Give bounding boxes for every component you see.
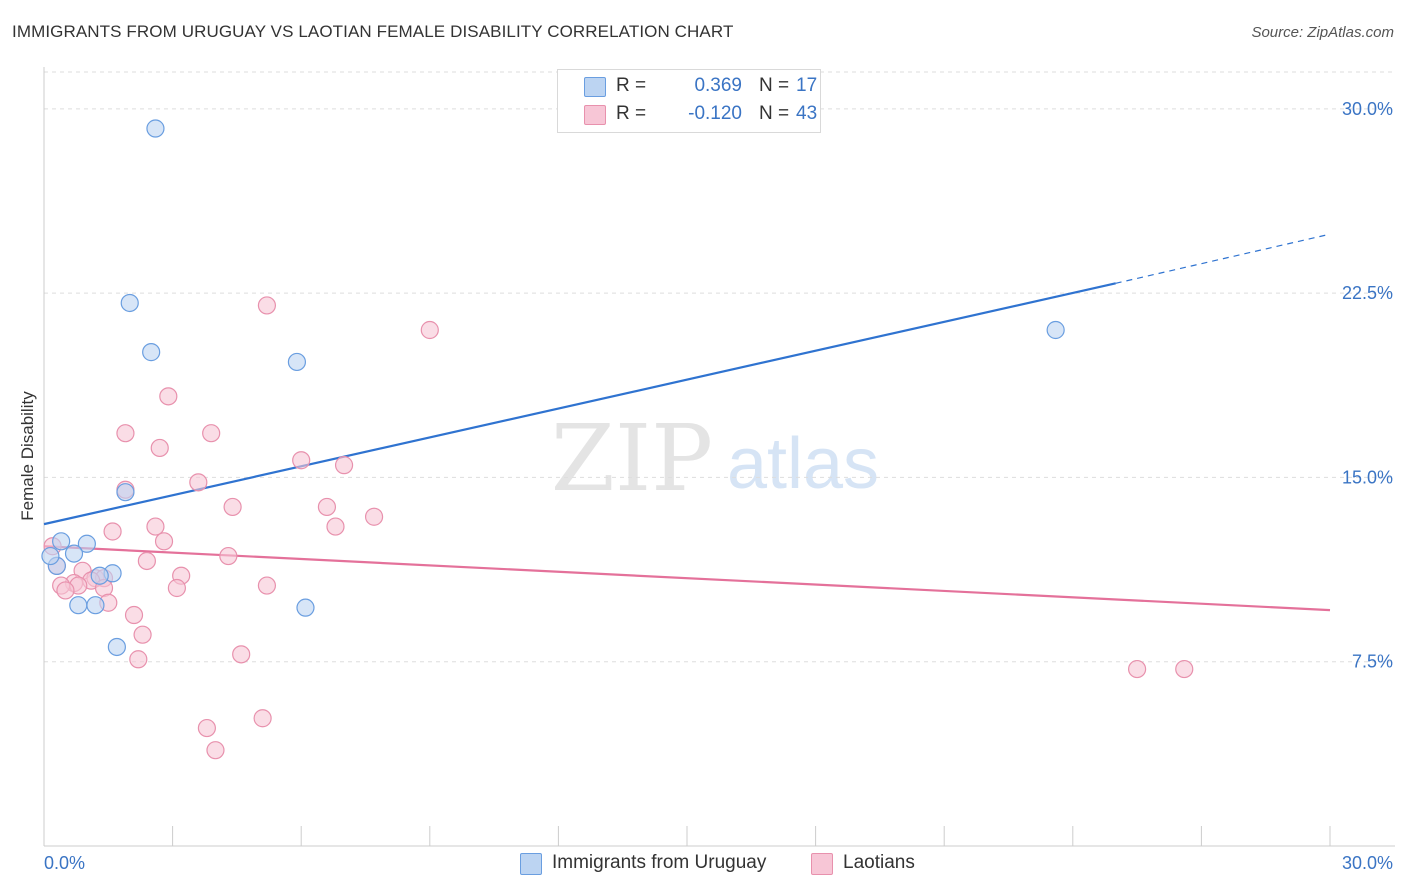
legend-r-value: 0.369 (694, 75, 742, 96)
legend-n-value: 17 (796, 75, 818, 96)
laotian-point[interactable] (202, 424, 221, 443)
laotian-point[interactable] (129, 650, 148, 669)
laotian-point[interactable] (1127, 659, 1147, 679)
uruguay-point[interactable] (1046, 320, 1065, 340)
laotian-point[interactable] (206, 741, 225, 760)
uruguay-point[interactable] (107, 637, 126, 657)
uruguay-point[interactable] (41, 546, 60, 566)
laotian-point[interactable] (189, 473, 208, 492)
x-tick-label: 30.0% (1342, 853, 1393, 873)
laotian-point[interactable] (56, 581, 75, 600)
y-tick-label: 30.0% (1342, 99, 1393, 119)
laotian-point[interactable] (232, 645, 251, 664)
x-tick-label: 0.0% (44, 853, 85, 873)
laotian-point[interactable] (150, 438, 169, 458)
laotian-point[interactable] (364, 507, 384, 526)
laotian-point[interactable] (154, 532, 174, 551)
y-axis-title: Female Disability (18, 391, 37, 521)
chart-title: IMMIGRANTS FROM URUGUAY VS LAOTIAN FEMAL… (12, 22, 734, 41)
uruguay-trend-extension (1115, 233, 1331, 284)
uruguay-point[interactable] (142, 343, 161, 362)
laotian-point[interactable] (223, 497, 242, 517)
uruguay-point[interactable] (64, 544, 84, 563)
legend-n-label: N = (759, 75, 790, 96)
laotian-point[interactable] (257, 296, 277, 315)
uruguay-point[interactable] (296, 598, 315, 617)
uruguay-point[interactable] (52, 532, 71, 551)
legend-swatch-blue (520, 853, 542, 875)
legend-swatch-blue (584, 77, 606, 97)
laotian-point[interactable] (326, 517, 345, 536)
legend-r-value: -0.120 (688, 103, 742, 124)
stats-legend: R = 0.369 N = 17 R = -0.120 N = 43 (557, 69, 821, 133)
uruguay-point[interactable] (77, 534, 96, 553)
legend-r-label: R = (616, 103, 647, 124)
laotian-point[interactable] (137, 551, 156, 571)
laotian-point[interactable] (103, 522, 122, 541)
uruguay-point[interactable] (90, 566, 109, 585)
laotian-point[interactable] (334, 456, 354, 475)
bottom-legend-label: Immigrants from Uruguay (552, 852, 767, 873)
uruguay-point[interactable] (146, 119, 165, 138)
uruguay-point[interactable] (69, 596, 88, 615)
legend-n-label: N = (759, 103, 790, 124)
chart-source: Source: ZipAtlas.com (1251, 24, 1394, 41)
laotian-point[interactable] (124, 605, 144, 625)
y-tick-label: 22.5% (1342, 283, 1393, 303)
y-tick-label: 7.5% (1352, 652, 1393, 672)
bottom-legend-label: Laotians (843, 852, 915, 873)
laotian-point[interactable] (116, 424, 135, 443)
laotian-point[interactable] (133, 625, 152, 644)
legend-swatch-pink (811, 853, 833, 875)
watermark: ZIP atlas (551, 405, 879, 512)
laotian-point[interactable] (146, 517, 165, 536)
watermark-zip: ZIP (551, 405, 713, 512)
laotian-point[interactable] (253, 709, 272, 728)
laotian-point[interactable] (197, 718, 216, 738)
laotian-point[interactable] (167, 578, 186, 598)
uruguay-point[interactable] (86, 596, 105, 615)
laotian-point[interactable] (1175, 659, 1194, 679)
laotian-point[interactable] (317, 497, 337, 517)
uruguay-point[interactable] (120, 293, 139, 313)
y-tick-label: 15.0% (1342, 467, 1393, 487)
legend-n-value: 43 (796, 103, 818, 124)
laotian-point[interactable] (292, 451, 311, 470)
laotian-point[interactable] (159, 387, 178, 406)
uruguay-point[interactable] (116, 483, 135, 502)
legend-swatch-pink (584, 105, 606, 125)
laotian-trend-line (43, 545, 1331, 612)
laotian-point[interactable] (420, 320, 439, 340)
laotian-point[interactable] (219, 546, 238, 566)
legend-r-label: R = (616, 75, 647, 96)
uruguay-trend-line (43, 282, 1116, 526)
watermark-atlas: atlas (727, 424, 879, 504)
uruguay-point[interactable] (287, 352, 307, 372)
laotian-point[interactable] (257, 576, 277, 595)
